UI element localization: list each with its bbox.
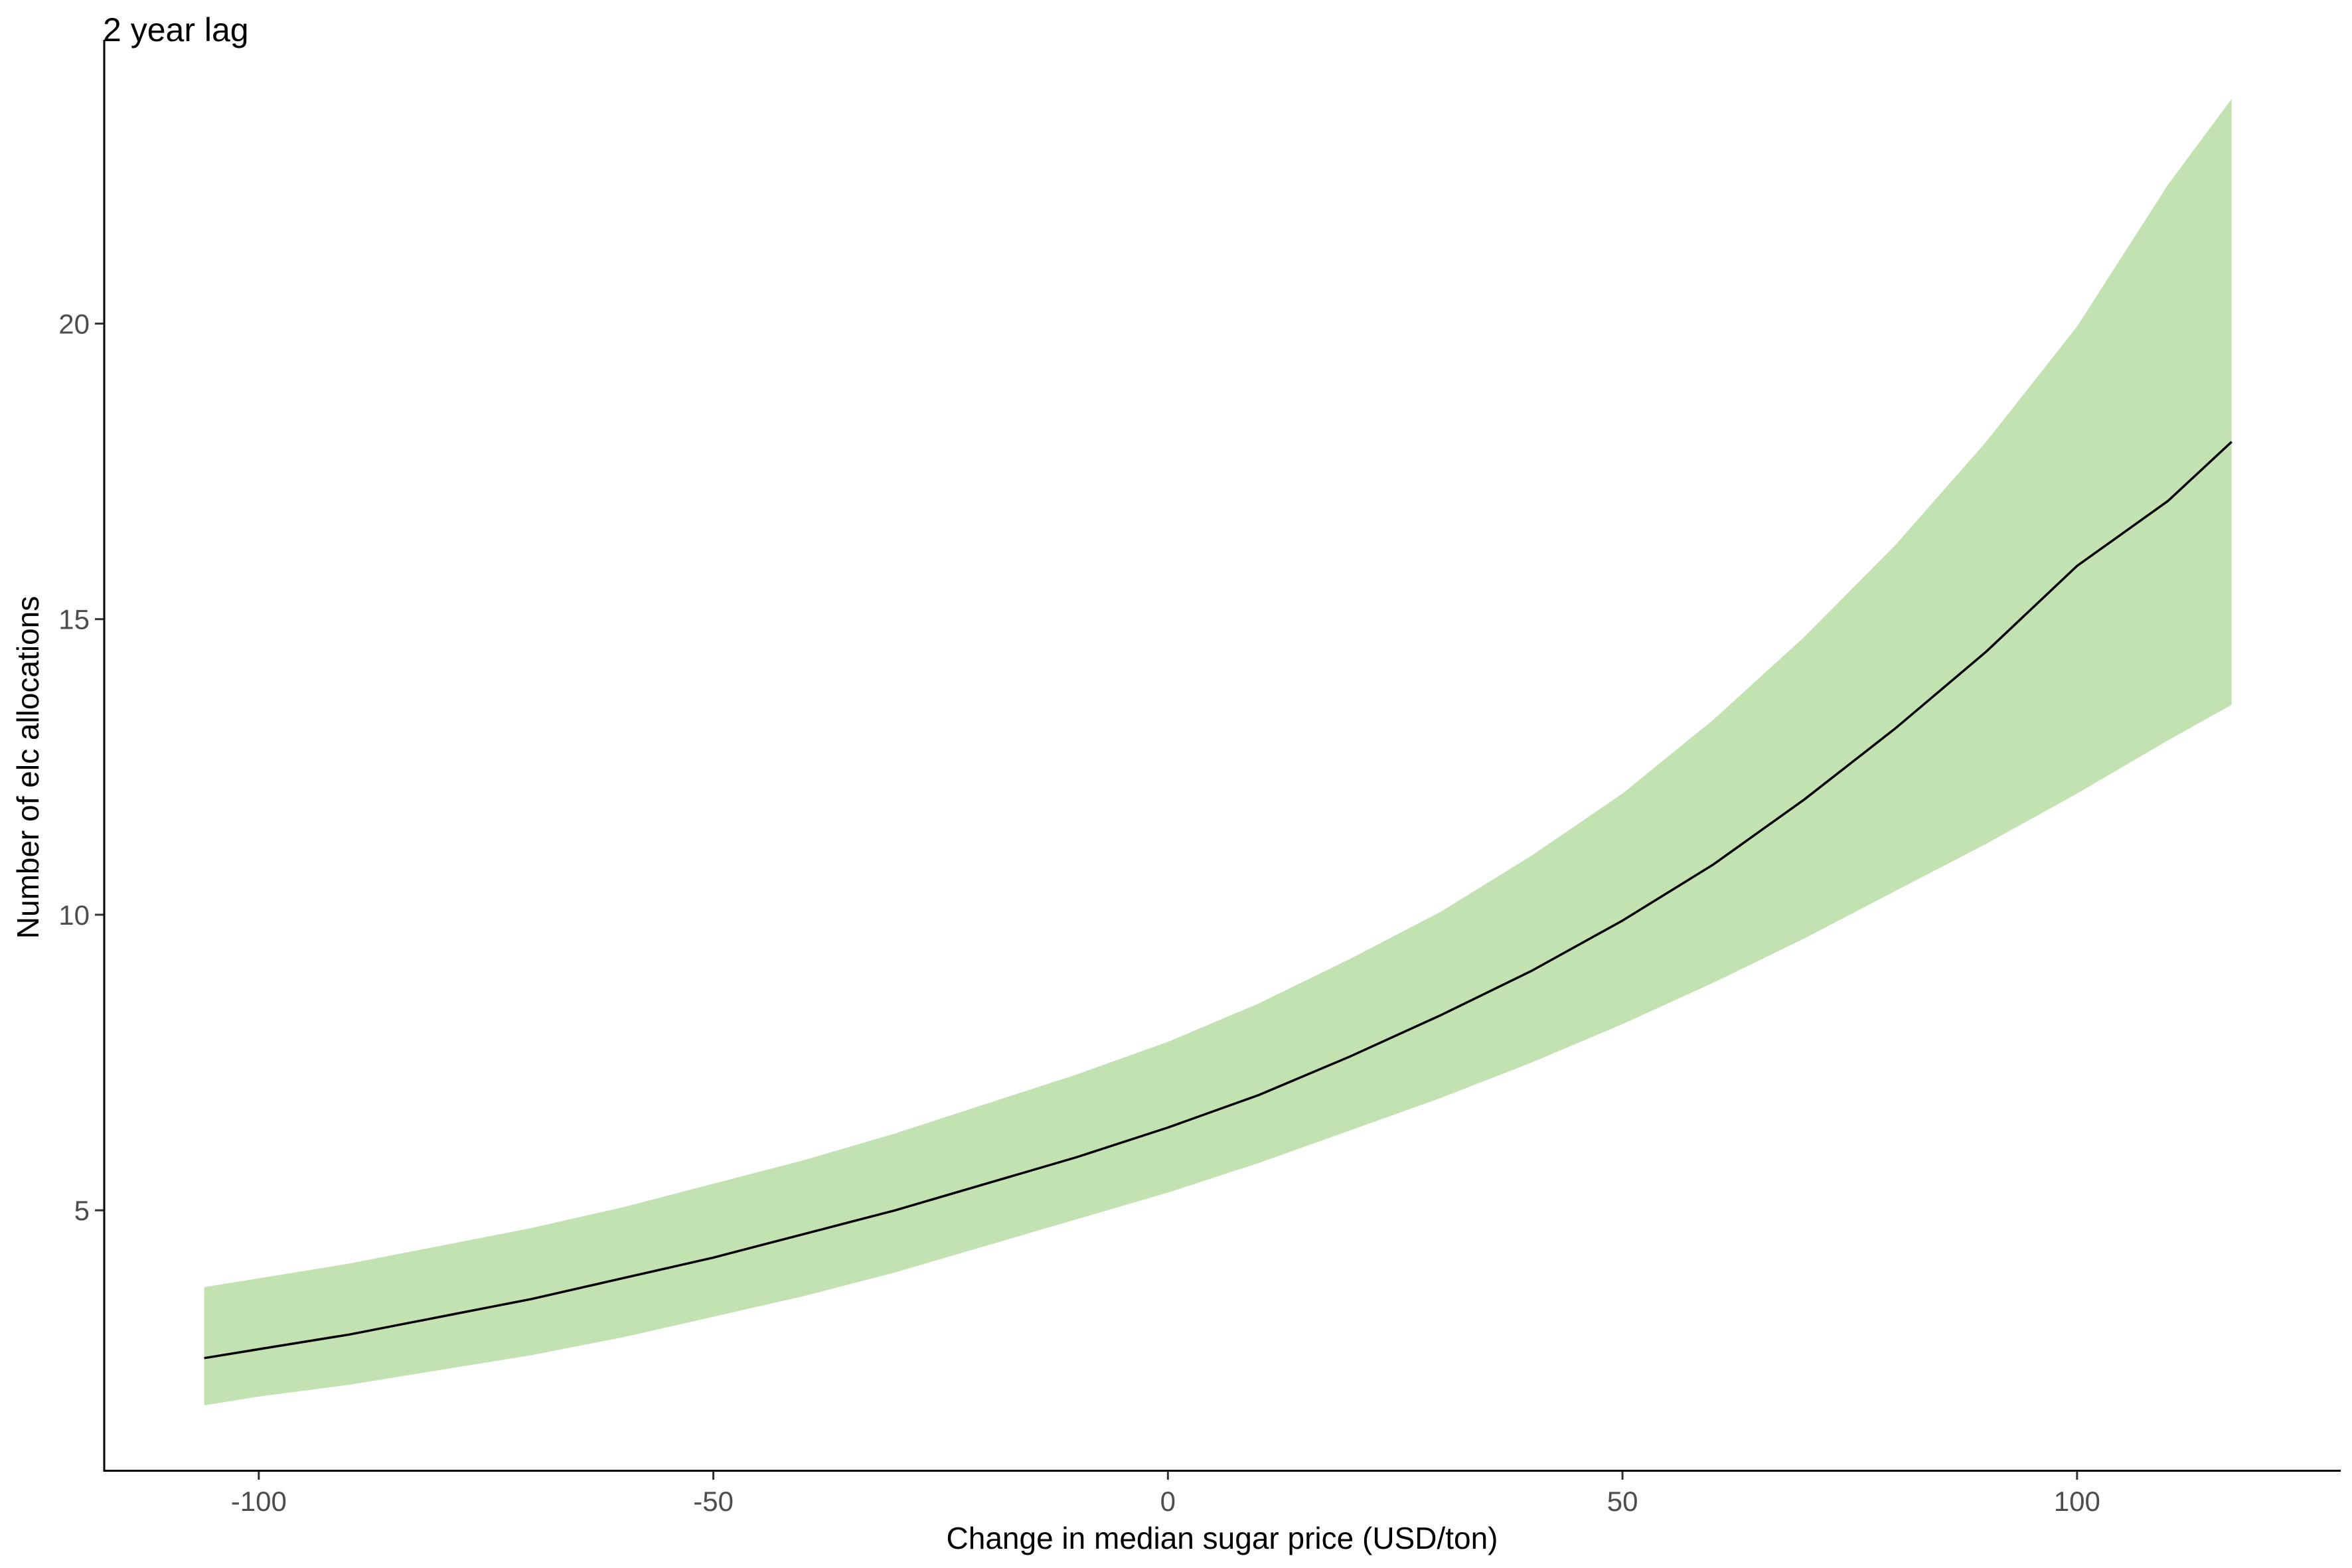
x-tick-label: 0	[1160, 1486, 1176, 1517]
plot-area	[204, 99, 2233, 1405]
x-tick-label: 50	[1607, 1486, 1638, 1517]
y-tick-label: 15	[58, 604, 90, 635]
confidence-ribbon	[204, 99, 2232, 1405]
y-axis-title: Number of elc allocations	[11, 596, 45, 939]
x-tick-label: 100	[2054, 1486, 2100, 1517]
y-tick-label: 20	[58, 308, 90, 339]
x-tick-label: -50	[693, 1486, 734, 1517]
y-tick-label: 5	[74, 1195, 90, 1226]
x-tick-label: -100	[231, 1486, 287, 1517]
y-axis-ticks: 5 10 15 20	[58, 308, 104, 1226]
x-axis-ticks: -100 -50 0 50 100	[231, 1470, 2100, 1517]
fitted-line	[204, 441, 2233, 1360]
y-tick-label: 10	[58, 900, 90, 931]
chart-title: 2 year lag	[103, 11, 249, 48]
x-axis-title: Change in median sugar price (USD/ton)	[947, 1521, 1498, 1555]
